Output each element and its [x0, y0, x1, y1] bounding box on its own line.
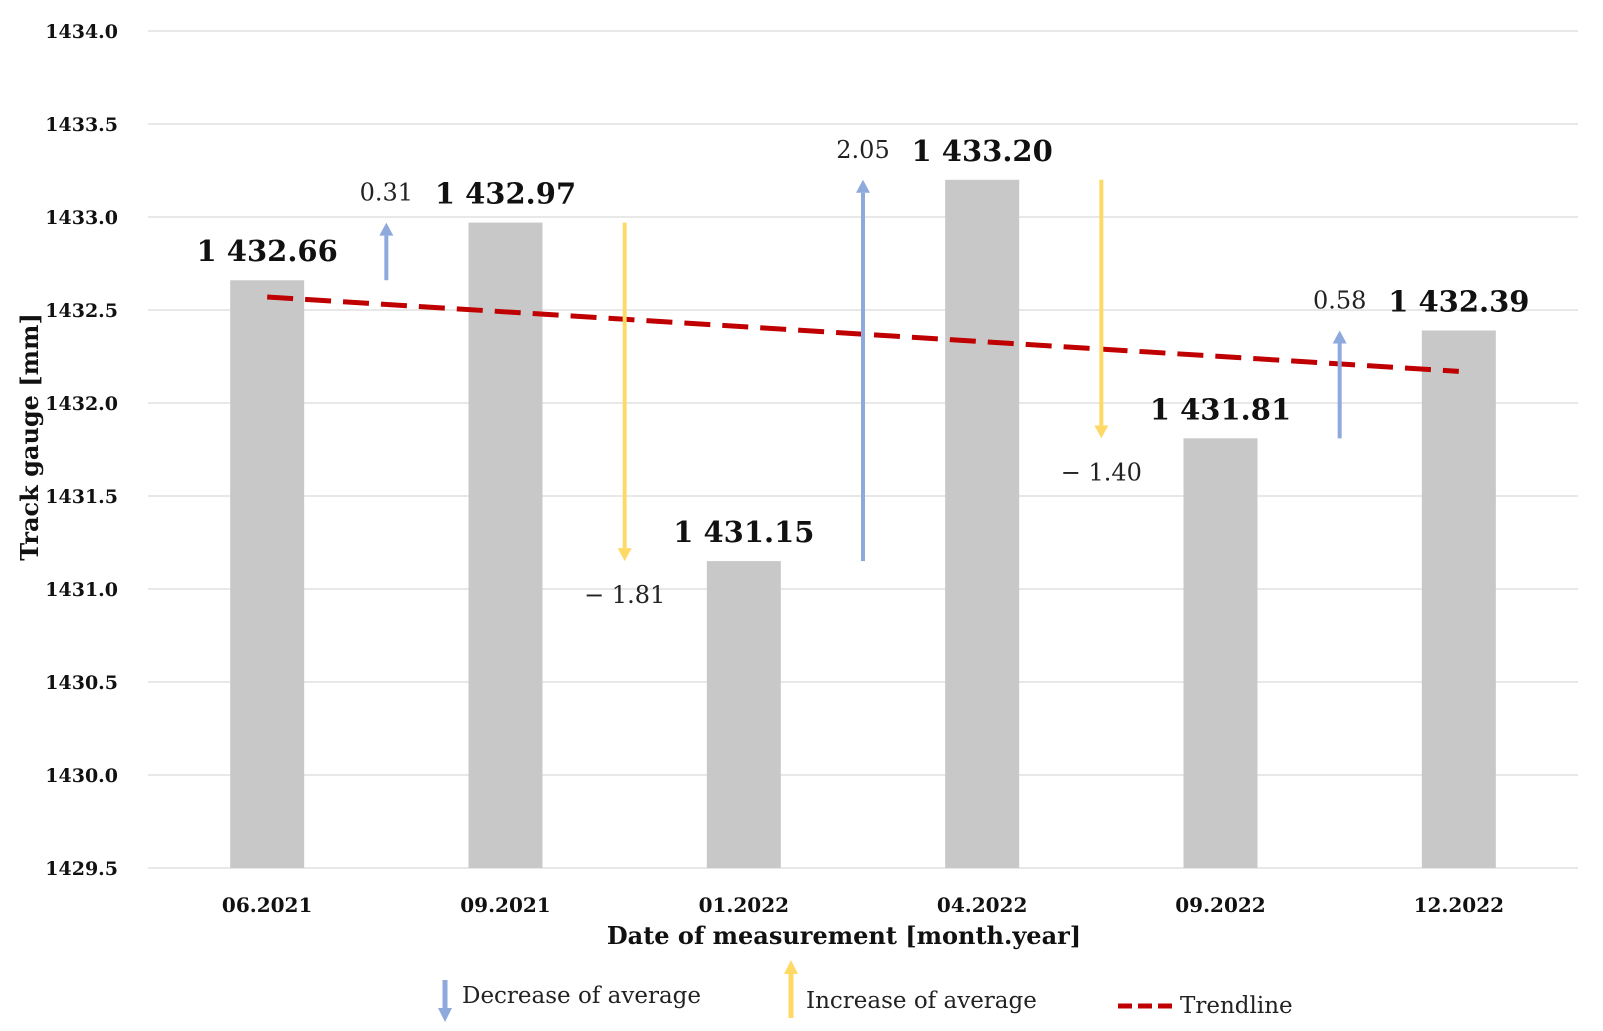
- y-tick-label: 1434.0: [45, 21, 118, 43]
- y-tick-label: 1430.5: [45, 672, 118, 694]
- change-arrow: − 1.40: [1061, 179, 1142, 486]
- x-axis-title: Date of measurement [month.year]: [607, 921, 1081, 950]
- change-arrow-head: [1332, 330, 1347, 344]
- bar: [1421, 330, 1496, 869]
- bar: [1183, 438, 1258, 868]
- change-label: 2.05: [836, 136, 889, 164]
- change-arrow: − 1.81: [584, 222, 665, 609]
- bar: [945, 179, 1020, 869]
- change-arrow-head: [379, 222, 394, 236]
- change-arrow-head: [617, 548, 632, 562]
- bar: [468, 222, 543, 868]
- bars: [230, 179, 1496, 869]
- y-axis-ticks: 1434.0 1433.5 1433.0 1432.5 1432.0 1431.5 1431…: [45, 21, 118, 880]
- change-label: − 1.40: [1061, 458, 1142, 486]
- y-tick-label: 1433.5: [45, 114, 118, 136]
- y-tick-label: 1431.0: [45, 579, 118, 601]
- y-tick-label: 1432.5: [45, 300, 118, 322]
- change-arrow-head: [1094, 425, 1109, 439]
- legend-increase-icon: [784, 960, 798, 1018]
- x-tick-label: 09.2021: [460, 893, 550, 917]
- trendline-layer: [267, 294, 1459, 374]
- y-tick-label: 1431.5: [45, 486, 118, 508]
- change-arrow: 2.05: [836, 136, 890, 562]
- y-tick-label: 1430.0: [45, 765, 118, 787]
- bar: [706, 561, 781, 868]
- x-axis-ticks: 06.2021 09.2021 01.2022 04.2022 09.2022 12.20…: [222, 893, 1504, 917]
- change-label: 0.31: [360, 179, 413, 207]
- x-tick-label: 06.2021: [222, 893, 312, 917]
- legend-decrease-label: Decrease of average: [462, 983, 701, 1009]
- x-tick-label: 09.2022: [1175, 893, 1265, 917]
- y-tick-label: 1433.0: [45, 207, 118, 229]
- change-arrow-head: [856, 179, 870, 193]
- bar-value-label: 1 432.66: [197, 234, 338, 268]
- change-arrow: 0.58: [1313, 286, 1366, 439]
- x-tick-label: 12.2022: [1414, 893, 1504, 917]
- bar: [230, 280, 305, 868]
- bar-value-label: 1 432.97: [435, 177, 576, 211]
- legend: Decrease of average Increase of average …: [438, 960, 1293, 1022]
- legend-increase-label: Increase of average: [806, 988, 1037, 1014]
- bar-value-label: 1 432.39: [1388, 284, 1529, 318]
- y-tick-label: 1429.5: [45, 858, 118, 880]
- trendline: [267, 294, 1459, 374]
- x-tick-label: 01.2022: [699, 893, 789, 917]
- bar-value-label: 1 433.20: [912, 134, 1053, 168]
- x-tick-label: 04.2022: [937, 893, 1027, 917]
- change-label: 0.58: [1313, 286, 1366, 314]
- legend-decrease-icon: [438, 980, 452, 1022]
- bar-value-label: 1 431.15: [673, 515, 814, 549]
- change-arrows: 0.31 − 1.81 2.05 − 1.40 0.58: [360, 136, 1367, 609]
- change-label: − 1.81: [584, 581, 665, 609]
- legend-trendline-label: Trendline: [1180, 993, 1293, 1019]
- y-axis-title: Track gauge [mm]: [15, 313, 44, 561]
- y-tick-label: 1432.0: [45, 393, 118, 415]
- value-labels: 1 432.66 1 432.97 1 431.15 1 433.20 1 431.81…: [197, 134, 1530, 549]
- change-arrow: 0.31: [360, 179, 413, 281]
- bar-value-label: 1 431.81: [1150, 392, 1291, 426]
